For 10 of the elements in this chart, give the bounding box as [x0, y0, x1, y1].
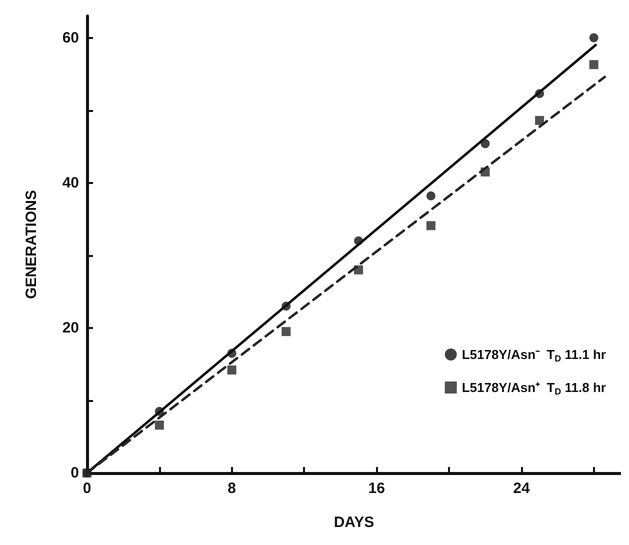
y-tick-label: 40 [62, 174, 79, 192]
x-axis-title: DAYS [334, 514, 374, 531]
y-tick-label: 60 [62, 29, 79, 46]
x-tick-label: 8 [228, 480, 236, 497]
x-tick-label: 16 [368, 480, 385, 497]
y-tick-label: 0 [70, 464, 79, 482]
y-axis-title: GENERATIONS [23, 190, 40, 299]
x-tick-label: 0 [82, 480, 92, 497]
x-tick-label: 24 [513, 480, 530, 497]
y-tick-label: 20 [62, 319, 79, 336]
